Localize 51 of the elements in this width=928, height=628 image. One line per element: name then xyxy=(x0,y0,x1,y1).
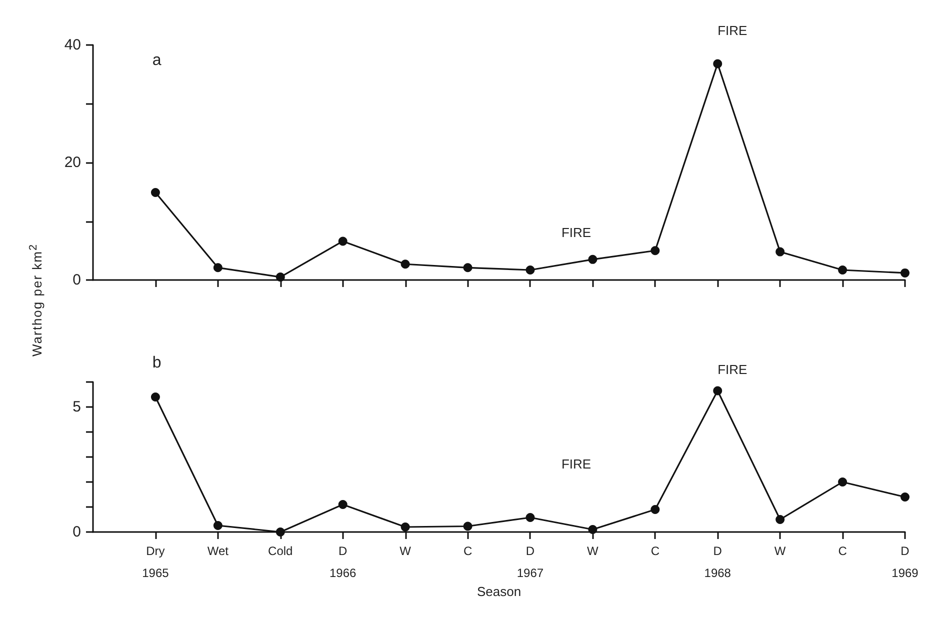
point xyxy=(713,59,722,68)
x-tick-label: D 1967 xyxy=(516,544,544,580)
x-tick-label: W xyxy=(400,544,412,558)
point xyxy=(776,515,785,524)
text: FIRE xyxy=(718,362,748,377)
point xyxy=(338,500,348,509)
text: FIRE xyxy=(718,22,748,38)
x-tick-label: D 1969 xyxy=(892,544,919,580)
point xyxy=(588,525,598,534)
point xyxy=(650,246,660,256)
y-tick-label: 0 xyxy=(72,524,81,540)
point xyxy=(463,263,472,272)
x-axis-title: Season xyxy=(476,584,522,599)
point xyxy=(838,478,848,486)
point xyxy=(650,505,660,514)
x-tick-label: Dry 1965 xyxy=(142,544,170,580)
point xyxy=(276,272,285,282)
point xyxy=(588,254,598,264)
point xyxy=(213,263,222,272)
point xyxy=(776,247,785,256)
x-tick-label: Cold xyxy=(268,544,293,558)
x-tick-label: C xyxy=(650,544,660,558)
point xyxy=(338,236,348,246)
x-tick-label: Wet xyxy=(207,544,230,558)
y-tick-label: 5 xyxy=(72,398,81,416)
y-tick-label: 0 xyxy=(72,272,81,288)
point xyxy=(900,268,910,278)
point xyxy=(838,266,848,275)
point xyxy=(400,522,410,532)
x-tick-label: D 1968 xyxy=(704,544,732,580)
point xyxy=(713,386,722,396)
point xyxy=(526,513,535,522)
y-tick-label: 40 xyxy=(64,36,81,54)
point xyxy=(276,528,285,536)
x-tick-label: W xyxy=(774,544,786,558)
point xyxy=(150,188,160,197)
annotation: a xyxy=(152,52,162,69)
point xyxy=(526,266,535,275)
point xyxy=(213,521,222,530)
y-tick-label: 20 xyxy=(64,154,81,171)
x-tick-label: C xyxy=(838,544,848,558)
text: b xyxy=(152,354,162,372)
point xyxy=(400,260,410,269)
point xyxy=(463,522,472,531)
annotation: FIRE xyxy=(561,225,592,240)
point xyxy=(150,392,160,402)
annotation: FIRE xyxy=(561,456,592,472)
point xyxy=(900,492,910,502)
x-tick-label: W xyxy=(587,544,600,558)
x-tick-label: C xyxy=(463,544,472,558)
x-tick-label: D 1966 xyxy=(329,544,357,580)
